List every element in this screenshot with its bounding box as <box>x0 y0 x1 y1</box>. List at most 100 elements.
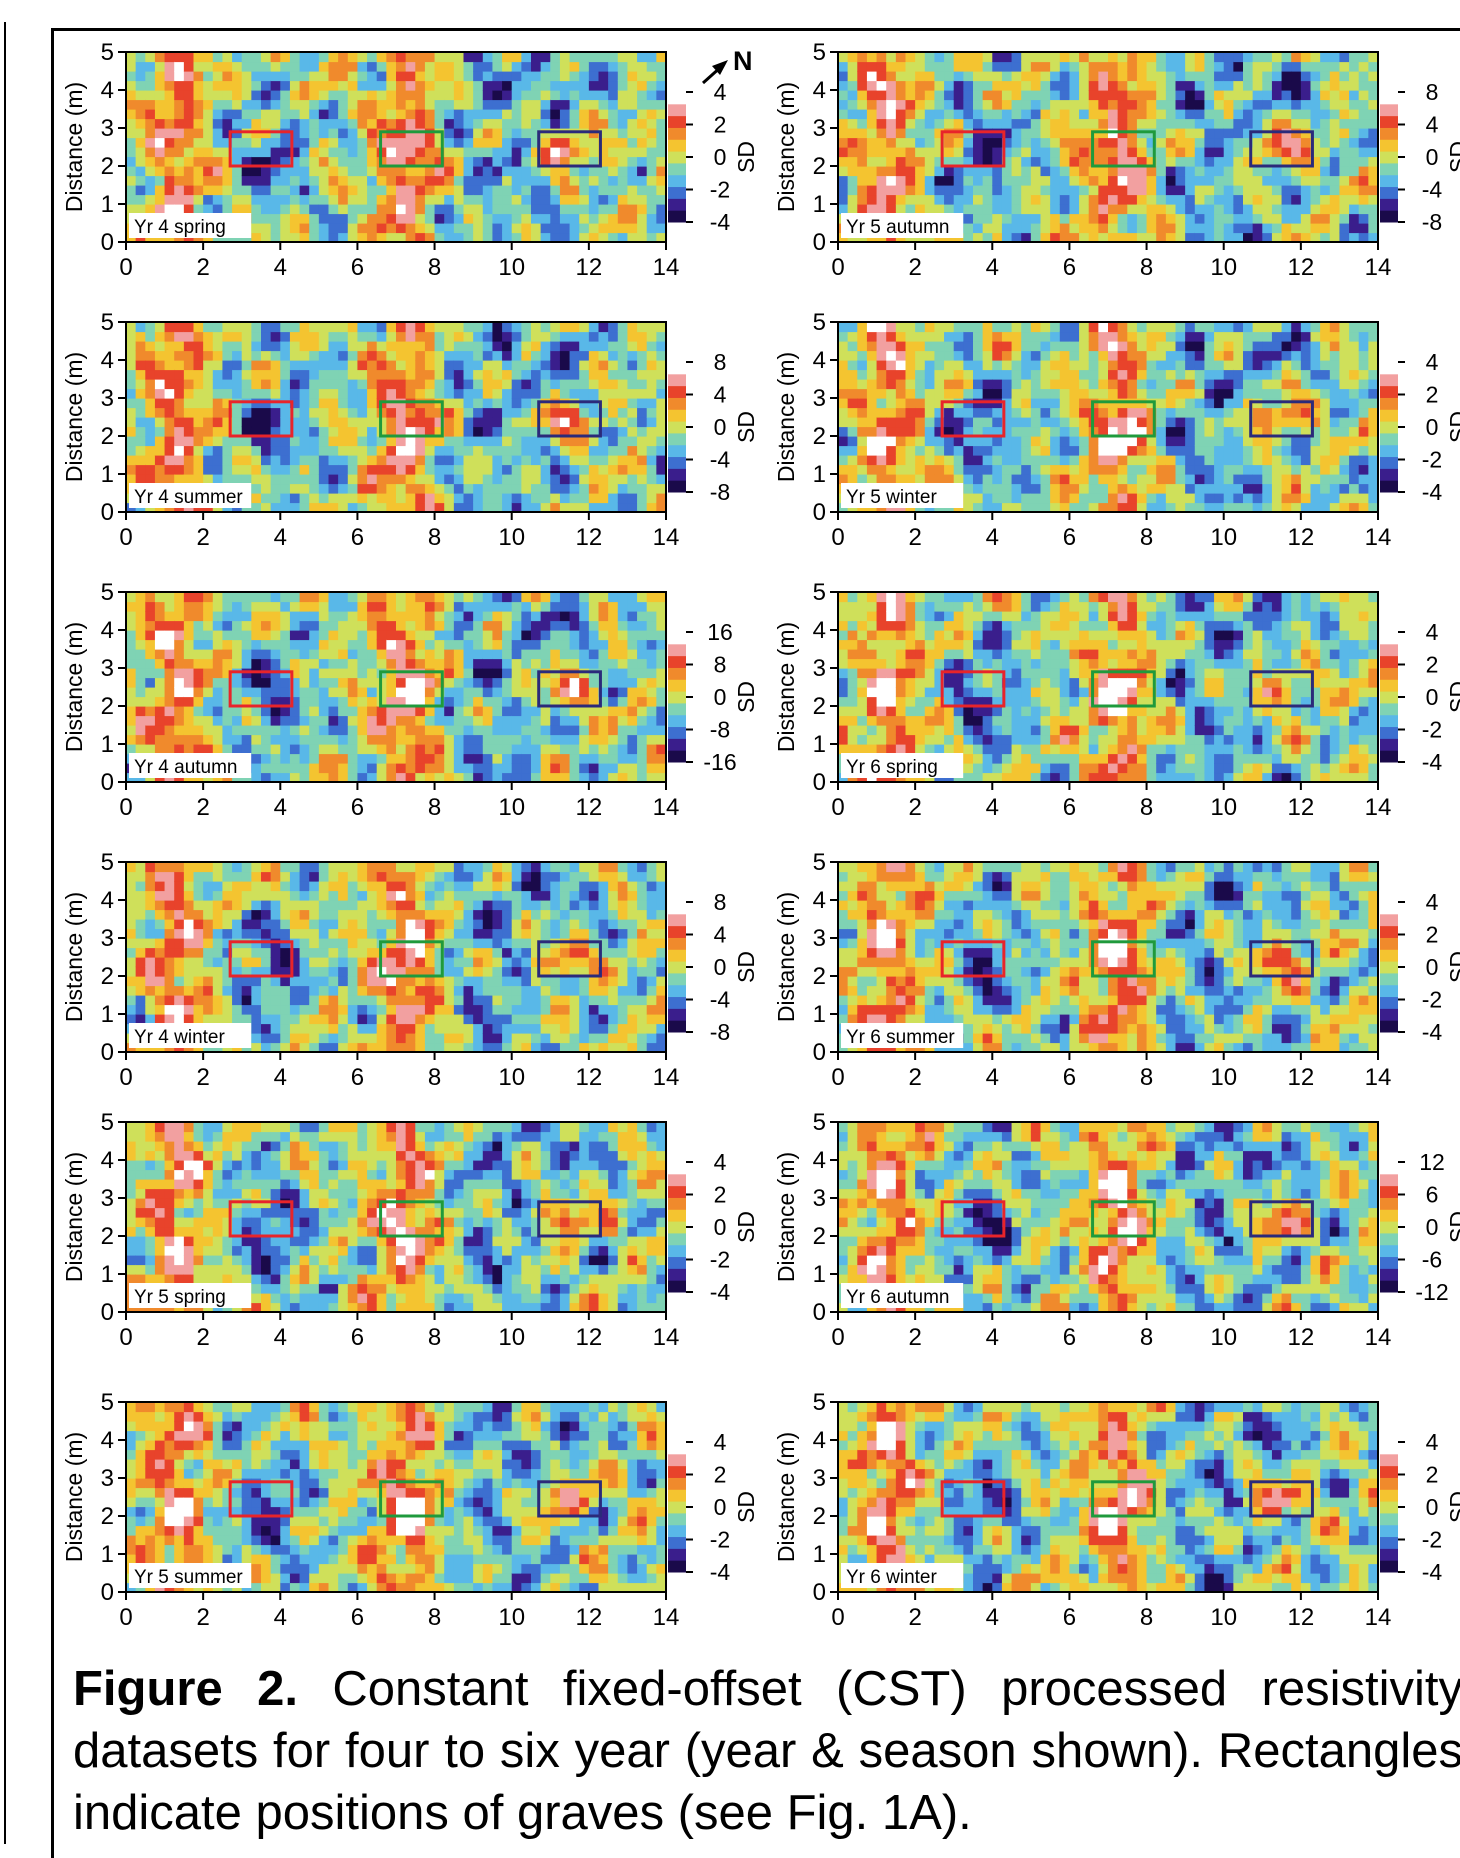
heatmap-cell <box>1311 493 1321 503</box>
heatmap-cell <box>1243 446 1253 456</box>
heatmap-cell <box>1330 90 1340 100</box>
heatmap-cell <box>618 436 628 446</box>
heatmap-cell <box>886 119 896 129</box>
heatmap-cell <box>1069 493 1079 503</box>
heatmap-cell <box>492 204 502 214</box>
heatmap-cell <box>983 81 993 91</box>
heatmap-cell <box>242 109 252 119</box>
heatmap-cell <box>213 185 223 195</box>
heatmap-cell <box>126 474 136 484</box>
heatmap-cell <box>203 621 213 631</box>
heatmap-cell <box>1330 157 1340 167</box>
heatmap-cell <box>1253 166 1263 176</box>
heatmap-cell <box>415 195 425 205</box>
heatmap-cell <box>541 138 551 148</box>
heatmap-cell <box>1041 166 1051 176</box>
heatmap-cell <box>541 493 551 503</box>
heatmap-cell <box>396 446 406 456</box>
heatmap-cell <box>1069 223 1079 233</box>
heatmap-cell <box>1233 398 1243 408</box>
heatmap-cell <box>1204 436 1214 446</box>
heatmap-cell <box>963 62 973 72</box>
heatmap-cell <box>271 484 281 494</box>
heatmap-cell <box>415 474 425 484</box>
heatmap-cell <box>983 195 993 205</box>
heatmap-cell <box>838 81 848 91</box>
heatmap-cell <box>502 157 512 167</box>
heatmap-cell <box>126 389 136 399</box>
heatmap-cell <box>521 474 531 484</box>
heatmap-cell <box>1224 128 1234 138</box>
heatmap-cell <box>925 52 935 62</box>
heatmap-cell <box>877 176 887 186</box>
heatmap-cell <box>357 455 367 465</box>
heatmap-cell <box>232 109 242 119</box>
heatmap-cell <box>406 341 416 351</box>
heatmap-cell <box>867 81 877 91</box>
heatmap-cell <box>203 465 213 475</box>
heatmap-cell <box>280 389 290 399</box>
heatmap-cell <box>560 389 570 399</box>
heatmap-cell <box>512 185 522 195</box>
heatmap-cell <box>155 157 165 167</box>
heatmap-cell <box>290 90 300 100</box>
heatmap-cell <box>406 465 416 475</box>
heatmap-cell <box>464 147 474 157</box>
heatmap-cell <box>242 176 252 186</box>
heatmap-cell <box>329 128 339 138</box>
heatmap-cell <box>1214 109 1224 119</box>
heatmap-cell <box>1069 455 1079 465</box>
heatmap-cell <box>1098 52 1108 62</box>
heatmap-cell <box>435 341 445 351</box>
heatmap-cell <box>1214 398 1224 408</box>
heatmap-cell <box>1069 332 1079 342</box>
heatmap-cell <box>1185 214 1195 224</box>
heatmap-cell <box>637 332 647 342</box>
heatmap-cell <box>329 341 339 351</box>
heatmap-cell <box>906 474 916 484</box>
heatmap-cell <box>886 100 896 110</box>
heatmap-cell <box>300 484 310 494</box>
heatmap-cell <box>203 640 213 650</box>
heatmap-cell <box>1233 446 1243 456</box>
heatmap-cell <box>1041 427 1051 437</box>
heatmap-cell <box>184 52 194 62</box>
y-tick-label: 5 <box>101 309 114 336</box>
heatmap-cell <box>1282 81 1292 91</box>
heatmap-cell <box>1301 332 1311 342</box>
heatmap-cell <box>867 379 877 389</box>
heatmap-cell <box>213 147 223 157</box>
heatmap-cell <box>1301 370 1311 380</box>
heatmap-cell <box>1204 455 1214 465</box>
heatmap-cell <box>203 157 213 167</box>
heatmap-cell <box>1041 360 1051 370</box>
heatmap-cell <box>261 417 271 427</box>
heatmap-cell <box>1253 71 1263 81</box>
heatmap-cell <box>222 62 232 72</box>
heatmap-cell <box>521 52 531 62</box>
heatmap-cell <box>1185 427 1195 437</box>
heatmap-cell <box>1359 379 1369 389</box>
y-tick-label: 2 <box>813 153 826 180</box>
heatmap-cell <box>1214 341 1224 351</box>
heatmap-cell <box>1127 408 1137 418</box>
heatmap-cell <box>1311 379 1321 389</box>
heatmap-cell <box>425 332 435 342</box>
heatmap-cell <box>232 592 242 602</box>
heatmap-cell <box>473 398 483 408</box>
heatmap-cell <box>1079 332 1089 342</box>
heatmap-cell <box>184 351 194 361</box>
heatmap-cell <box>1330 166 1340 176</box>
heatmap-cell <box>608 436 618 446</box>
heatmap-cell <box>1069 71 1079 81</box>
heatmap-cell <box>838 71 848 81</box>
heatmap-cell <box>222 725 232 735</box>
heatmap-cell <box>579 100 589 110</box>
heatmap-cell <box>1243 62 1253 72</box>
heatmap-cell <box>579 370 589 380</box>
heatmap-cell <box>251 408 261 418</box>
heatmap-cell <box>877 204 887 214</box>
heatmap-cell <box>608 427 618 437</box>
heatmap-cell <box>319 185 329 195</box>
